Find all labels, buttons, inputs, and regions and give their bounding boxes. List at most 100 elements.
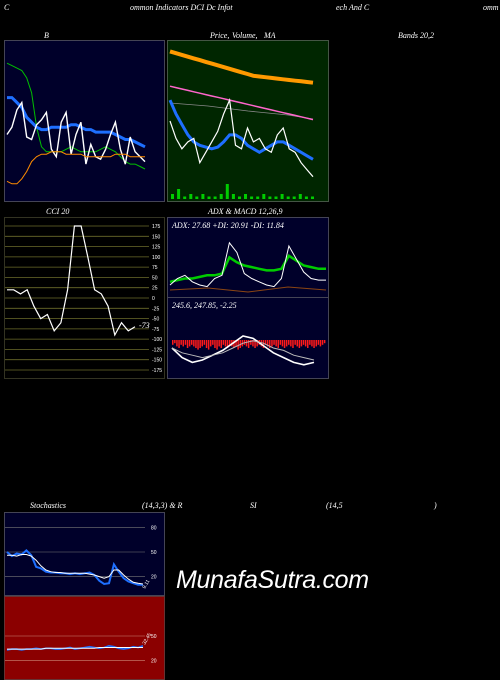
macd-histogram-bar xyxy=(174,340,176,344)
stoch-series-0 xyxy=(6,549,143,586)
rsi-series-1 xyxy=(7,647,143,650)
macd-histogram-bar xyxy=(279,340,282,345)
bollinger-series-2 xyxy=(6,100,146,165)
macd-histogram-bar xyxy=(245,340,248,347)
macd-histogram-bar xyxy=(237,340,239,350)
stoch-title-d: (14,5 xyxy=(326,501,343,510)
rsi-tick-label: 20 xyxy=(151,659,157,665)
cci-tick-label: -100 xyxy=(152,337,162,343)
volume-bar xyxy=(304,196,308,199)
macd-histogram-bar xyxy=(309,340,311,345)
macd-histogram-bar xyxy=(247,340,250,348)
macd-histogram-bar xyxy=(315,340,317,347)
macd-histogram-bar xyxy=(235,340,237,347)
cci-tick-label: -50 xyxy=(152,317,159,323)
price-chart xyxy=(168,49,314,199)
header-left: C xyxy=(4,3,10,12)
macd-histogram-bar xyxy=(207,340,210,350)
cci-panel: 175 150 125 100 75 50 25 0 -25 -50 -75 -100 -125 -150… xyxy=(4,217,165,379)
volume-bar xyxy=(268,196,272,199)
adx-title: ADX & MACD 12,26,9 xyxy=(208,207,283,216)
rsi-panel: 50 20 32.45 xyxy=(4,596,165,680)
macd-histogram-bar xyxy=(191,340,193,345)
volume-bar xyxy=(207,196,211,199)
volume-bar xyxy=(244,194,247,199)
bollinger-chart xyxy=(6,62,146,185)
macd-histogram-bar xyxy=(252,340,254,347)
macd-histogram-bar xyxy=(172,340,174,345)
macd-histogram-bar xyxy=(304,340,307,347)
volume-bar xyxy=(238,196,241,199)
header-center: ommon Indicators DCI Dc Infot xyxy=(130,3,233,12)
stoch-title-c: SI xyxy=(250,501,257,510)
macd-histogram-bar xyxy=(269,340,271,348)
volume-bar xyxy=(183,196,187,199)
cci-tick-label: 25 xyxy=(152,286,158,292)
macd-histogram-bar xyxy=(273,340,275,345)
volume-bar xyxy=(262,194,266,199)
bollinger-panel xyxy=(4,40,165,202)
cci-tick-label: 175 xyxy=(152,224,161,230)
macd-histogram-bar xyxy=(199,340,201,348)
volume-bar xyxy=(219,194,223,199)
volume-bar xyxy=(231,194,235,199)
macd-histogram-bar xyxy=(313,340,315,348)
volume-bar xyxy=(171,194,174,199)
bollinger-title: B xyxy=(44,31,49,40)
bollinger-series-0 xyxy=(6,62,146,170)
macd-histogram-bar xyxy=(288,340,290,345)
cci-title: CCI 20 xyxy=(46,207,70,216)
macd-histogram-bar xyxy=(226,340,229,348)
macd-histogram-bar xyxy=(290,340,292,347)
macd-histogram-bar xyxy=(176,340,178,347)
macd-histogram-bar xyxy=(195,340,197,348)
volume-bar xyxy=(213,196,217,199)
macd-histogram-bar xyxy=(182,340,184,347)
macd-histogram-bar xyxy=(266,340,269,347)
volume-bar xyxy=(195,196,199,199)
macd-histogram-bar xyxy=(323,340,326,344)
cci-tick-label: -25 xyxy=(152,306,159,312)
macd-histogram-bar xyxy=(184,340,187,345)
macd-histogram-bar xyxy=(233,340,235,348)
macd-histogram-bar xyxy=(275,340,277,347)
macd-panel: 245.6, 247.85, -2.25 xyxy=(167,297,329,379)
macd-histogram-bar xyxy=(262,340,265,348)
stoch-last-label: 9.11 xyxy=(142,579,152,590)
macd-histogram-bar xyxy=(321,340,324,345)
cci-tick-label: 150 xyxy=(152,234,161,240)
macd-histogram-bar xyxy=(283,340,286,348)
stoch-tick-label: 20 xyxy=(151,575,157,581)
macd-histogram-bar xyxy=(307,340,309,348)
macd-histogram-bar xyxy=(285,340,288,347)
volume-bar xyxy=(201,194,205,199)
bollinger-series-1 xyxy=(7,96,146,149)
cci-tick-label: 0 xyxy=(152,296,155,302)
adx-panel: ADX: 27.68 +DI: 20.91 -DI: 11.84 xyxy=(167,217,329,299)
stoch-title-e: ) xyxy=(434,501,437,510)
macd-histogram-bar xyxy=(292,340,294,348)
stoch-series-1 xyxy=(7,554,144,585)
volume-bar xyxy=(292,196,296,199)
macd-histogram-bar xyxy=(229,340,231,345)
cci-tick-label: 50 xyxy=(152,275,158,281)
stochastics-panel: 80 50 20 9.11 xyxy=(4,512,165,596)
macd-histogram-bar xyxy=(205,340,208,348)
macd-histogram-bar xyxy=(256,340,258,347)
stoch-tick-label: 80 xyxy=(151,525,157,531)
macd-series-1 xyxy=(171,340,315,361)
rsi-tick-label: 50 xyxy=(151,634,157,640)
macd-histogram-bar xyxy=(298,340,301,348)
macd-chart xyxy=(171,335,326,366)
stoch-title-a: Stochastics xyxy=(30,501,66,510)
macd-histogram-bar xyxy=(203,340,206,345)
macd-histogram-bar xyxy=(218,340,220,347)
macd-histogram-bar xyxy=(193,340,195,347)
macd-histogram-bar xyxy=(302,340,305,345)
volume-bar xyxy=(286,196,290,199)
rsi-last-label: 32.45 xyxy=(142,632,154,646)
header-right: ech And C xyxy=(336,3,370,12)
volume-title: Volume, xyxy=(232,31,258,40)
price-series-2 xyxy=(168,99,314,161)
macd-histogram-bar xyxy=(294,340,296,345)
